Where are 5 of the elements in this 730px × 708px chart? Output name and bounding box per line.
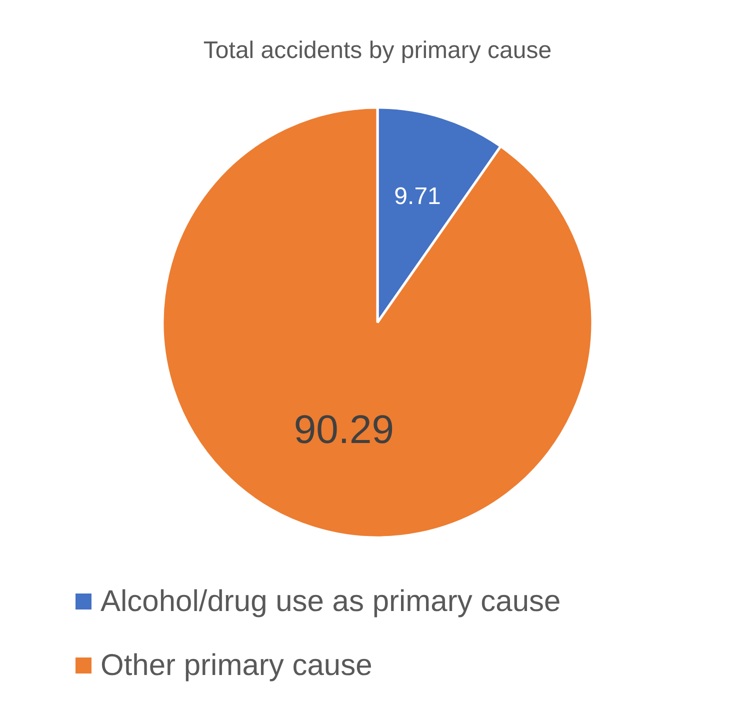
legend-label: Alcohol/drug use as primary cause — [100, 585, 561, 618]
data-label: 90.29 — [294, 408, 394, 452]
chart-title: Total accidents by primary cause — [203, 37, 552, 64]
legend-label: Other primary cause — [100, 649, 372, 682]
data-label: 9.71 — [394, 182, 441, 210]
